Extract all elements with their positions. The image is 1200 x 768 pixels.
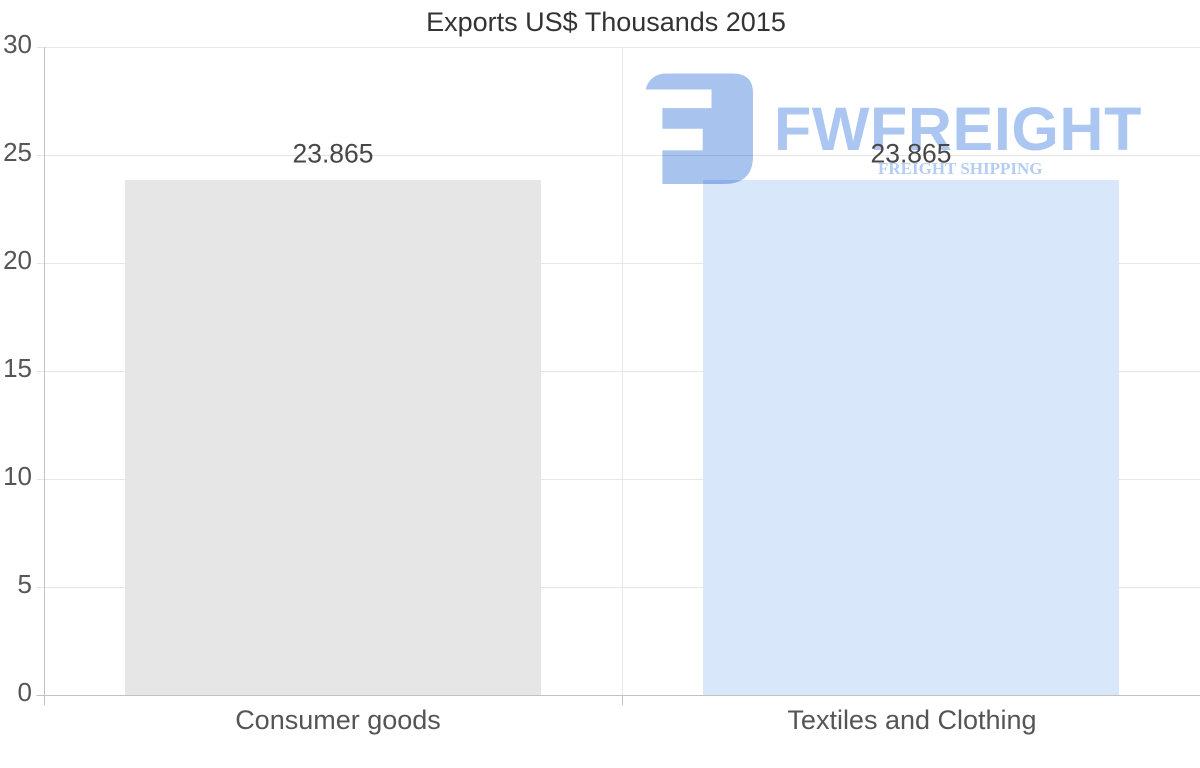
svg-text:FREIGHT SHIPPING: FREIGHT SHIPPING xyxy=(878,159,1043,178)
svg-text:5: 5 xyxy=(18,569,32,599)
svg-text:30: 30 xyxy=(3,29,32,59)
svg-text:10: 10 xyxy=(3,461,32,491)
svg-text:Exports US$ Thousands 2015: Exports US$ Thousands 2015 xyxy=(426,7,786,37)
svg-text:Consumer goods: Consumer goods xyxy=(235,705,441,735)
svg-text:20: 20 xyxy=(3,245,32,275)
svg-text:0: 0 xyxy=(18,677,32,707)
svg-text:23.865: 23.865 xyxy=(292,139,373,169)
svg-text:15: 15 xyxy=(3,353,32,383)
svg-text:23.865: 23.865 xyxy=(870,139,951,169)
svg-text:25: 25 xyxy=(3,137,32,167)
svg-text:Textiles and Clothing: Textiles and Clothing xyxy=(787,705,1036,735)
svg-text:FWFREIGHT: FWFREIGHT xyxy=(774,95,1142,163)
